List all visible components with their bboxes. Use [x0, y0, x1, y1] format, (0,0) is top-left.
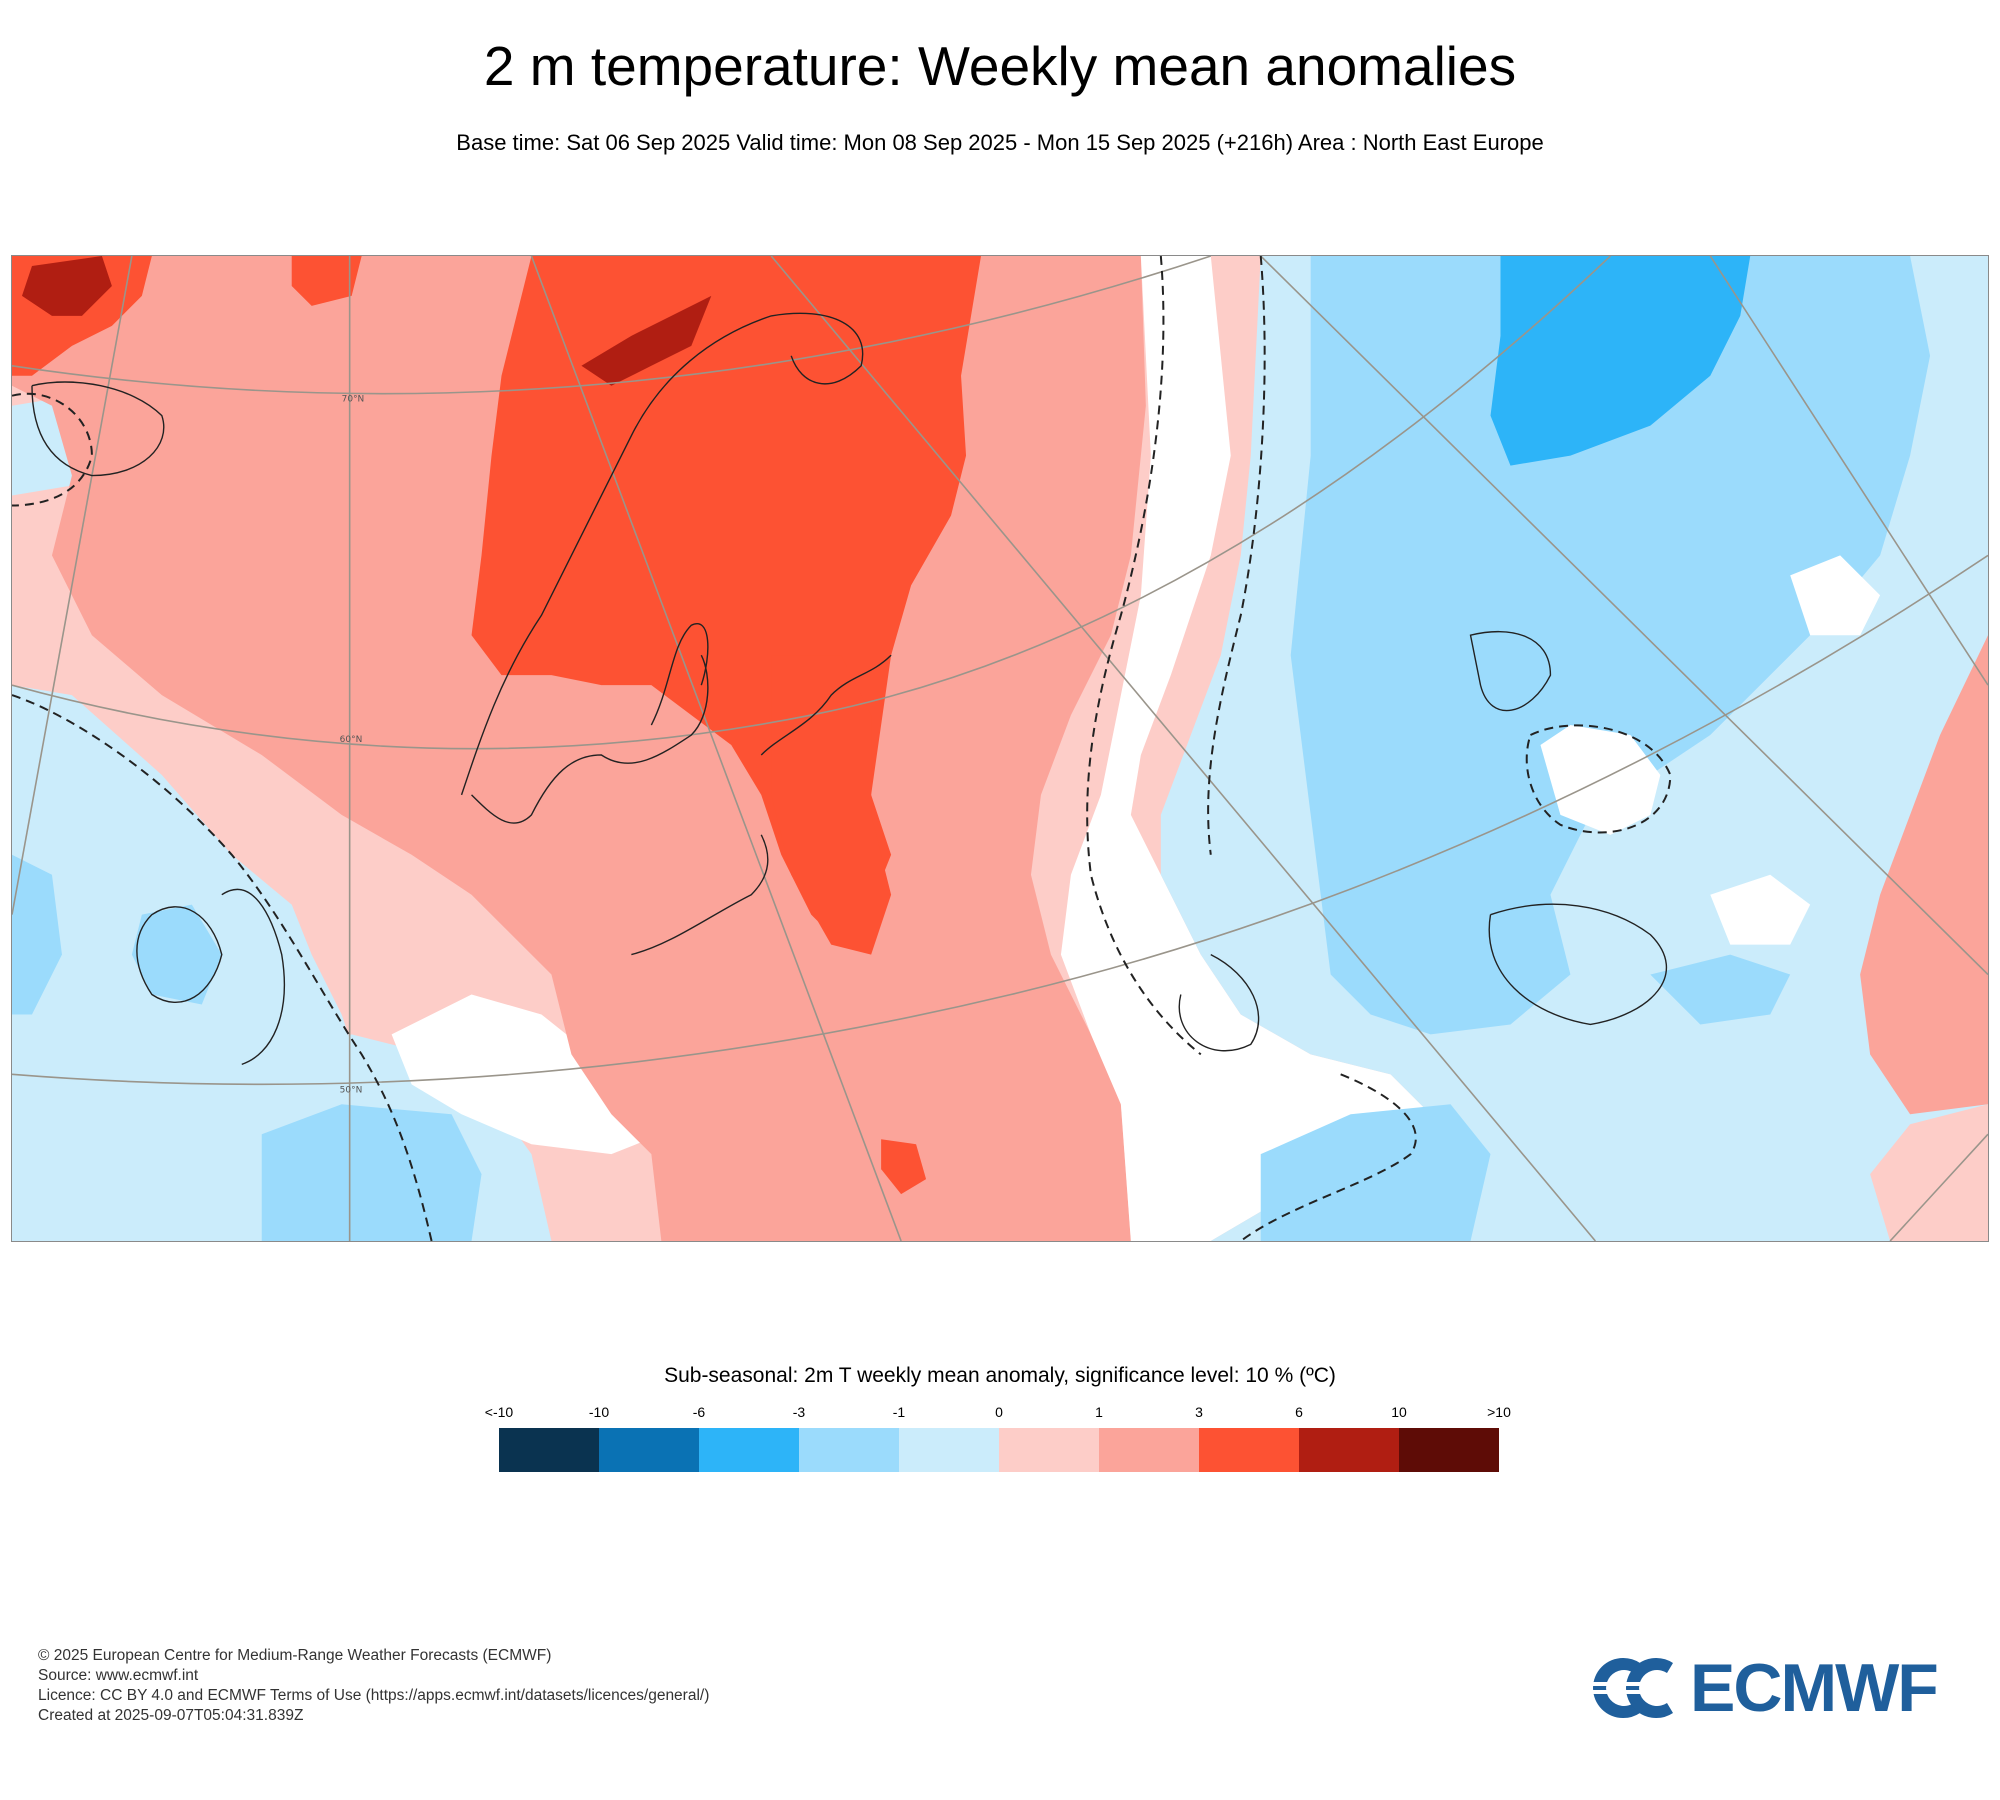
legend-title: Sub-seasonal: 2m T weekly mean anomaly, … — [664, 1364, 1336, 1387]
legend-tick: -1 — [892, 1404, 906, 1420]
significance-contours — [12, 256, 1672, 1241]
legend-tick: >10 — [1487, 1404, 1511, 1420]
legend-swatch — [1099, 1428, 1199, 1472]
ecmwf-logo: ECMWF — [1590, 1650, 1960, 1726]
footer: © 2025 European Centre for Medium-Range … — [38, 1646, 709, 1726]
legend-swatch — [799, 1428, 899, 1472]
legend-tick: 1 — [1095, 1404, 1103, 1420]
anomaly-region-west-blue — [12, 854, 62, 1015]
legend-swatch — [999, 1428, 1099, 1472]
chart-subtitle: Base time: Sat 06 Sep 2025 Valid time: M… — [456, 130, 1544, 155]
lat-label-50n: 50°N — [340, 1085, 363, 1095]
anomaly-region-east-salmon — [1860, 635, 1988, 1115]
footer-licence: Licence: CC BY 4.0 and ECMWF Terms of Us… — [38, 1687, 710, 1704]
legend-swatch — [499, 1428, 599, 1472]
legend-ticks: <-10 -10 -6 -3 -1 0 1 3 6 10 >10 — [485, 1404, 1511, 1424]
legend-tick: -6 — [692, 1404, 706, 1420]
anomaly-region-caspian-blue — [1650, 954, 1791, 1025]
anomaly-region-baltic-red — [771, 655, 892, 955]
anomaly-region-scandinavia-darkred — [581, 295, 712, 386]
anomaly-region-atlantic-redspot — [291, 256, 362, 306]
footer-created: Created at 2025-09-07T05:04:31.839Z — [38, 1707, 304, 1724]
legend-tick: -10 — [588, 1404, 610, 1420]
legend-tick: 0 — [995, 1404, 1003, 1420]
legend-tick: 6 — [1295, 1404, 1303, 1420]
ecmwf-logo-text: ECMWF — [1690, 1650, 1939, 1726]
anomaly-region-white-patch-3 — [1790, 555, 1881, 636]
legend-swatch — [899, 1428, 999, 1472]
anomaly-region-white-patch-2 — [1710, 874, 1811, 945]
anomaly-region-central-white — [391, 994, 662, 1155]
anomaly-map-svg: 70°N 60°N 50°N — [12, 256, 1988, 1241]
footer-source: Source: www.ecmwf.int — [38, 1667, 199, 1684]
legend-tick: <-10 — [484, 1404, 514, 1420]
anomaly-region-balkan-redspot — [881, 1139, 927, 1195]
anomaly-region-east-pink — [1870, 1104, 1988, 1241]
legend-tick: 10 — [1391, 1404, 1407, 1420]
legend-swatch — [699, 1428, 799, 1472]
lat-label-70n: 70°N — [342, 395, 365, 405]
chart-title: 2 m temperature: Weekly mean anomalies — [483, 35, 1517, 97]
anomaly-region-russia-deepblue — [1490, 256, 1751, 466]
legend-swatch — [1199, 1428, 1299, 1472]
anomaly-map[interactable]: 70°N 60°N 50°N — [11, 255, 1989, 1242]
anomaly-region-ireland-blue — [131, 904, 222, 1005]
legend-tick: 3 — [1195, 1404, 1203, 1420]
legend-swatch — [1299, 1428, 1399, 1472]
legend-color-bar — [499, 1428, 1499, 1472]
ecmwf-logo-icon — [1592, 1657, 1684, 1719]
anomaly-region-white-band — [1060, 256, 1431, 1241]
coastlines — [31, 312, 1668, 1066]
legend-tick: -3 — [792, 1404, 806, 1420]
anomaly-region-biscay-blue — [261, 1104, 482, 1241]
anomaly-region-russia-blue — [1290, 256, 1931, 1035]
anomaly-region-southeast-blue — [1260, 1104, 1491, 1241]
anomaly-region-greenland-darkred — [21, 256, 112, 316]
legend-swatch — [1399, 1428, 1499, 1472]
lat-label-60n: 60°N — [340, 735, 363, 745]
legend-swatch — [599, 1428, 699, 1472]
colorbar-legend: Sub-seasonal: 2m T weekly mean anomaly, … — [0, 1364, 2000, 1472]
footer-copyright: © 2025 European Centre for Medium-Range … — [38, 1647, 552, 1664]
graticule — [12, 256, 1988, 1241]
